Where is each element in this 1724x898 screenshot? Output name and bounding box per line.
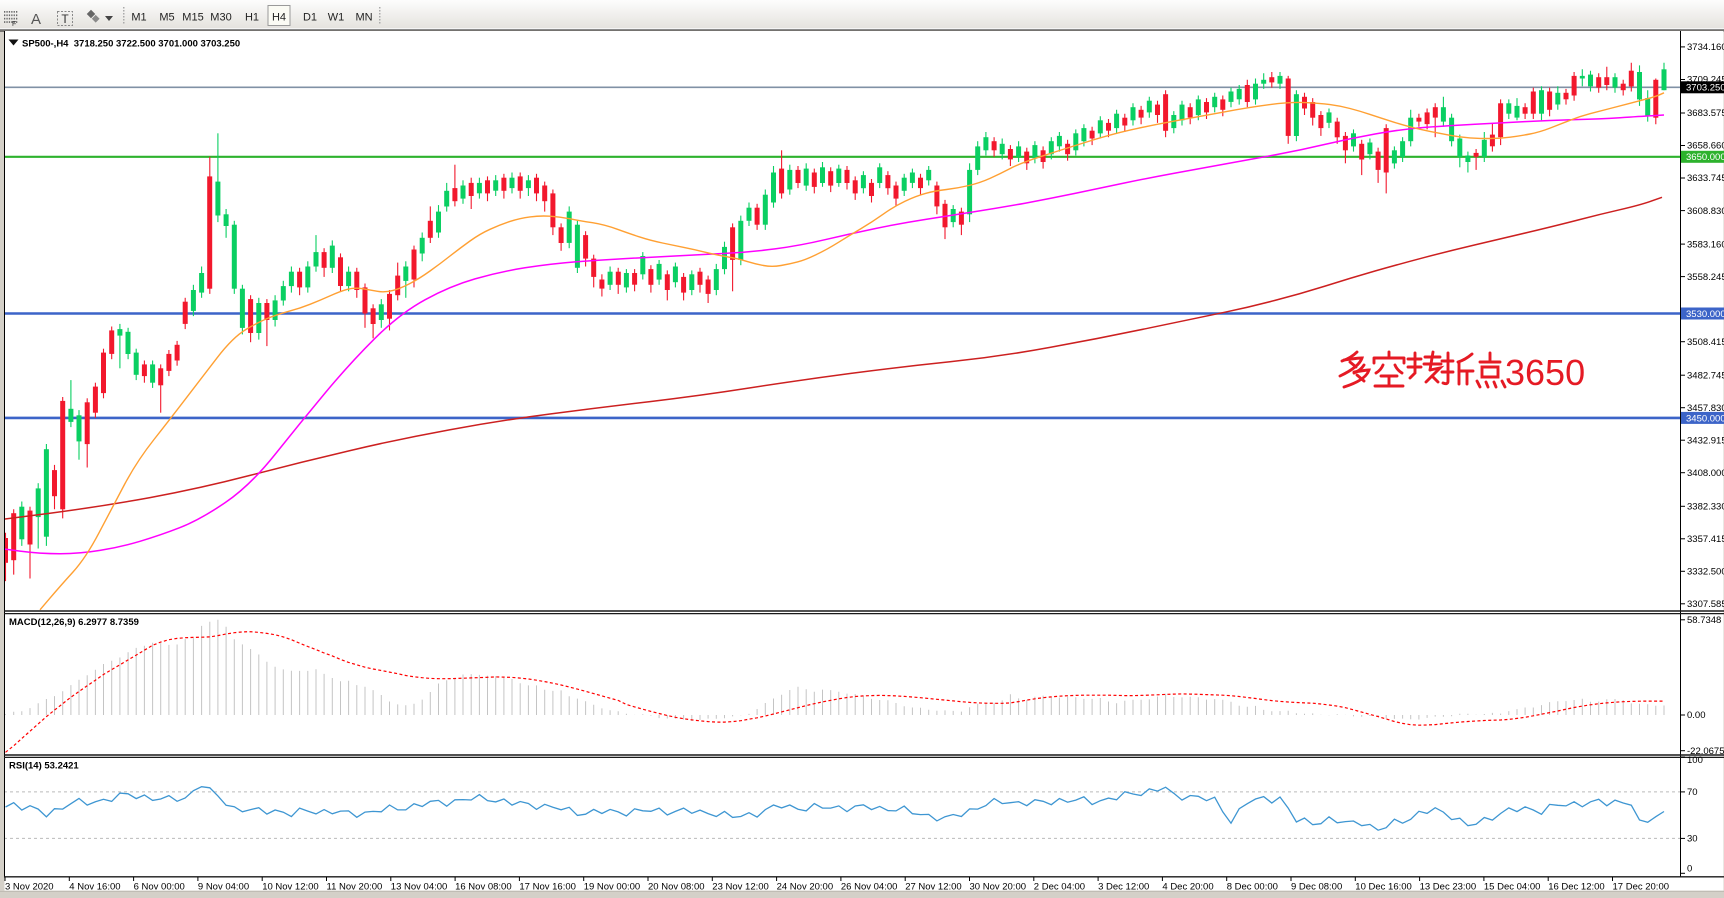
svg-text:3650.000: 3650.000 xyxy=(1686,152,1724,163)
svg-text:26 Nov 04:00: 26 Nov 04:00 xyxy=(841,882,898,893)
svg-text:RSI(14) 53.2421: RSI(14) 53.2421 xyxy=(9,761,79,772)
svg-text:15 Dec 04:00: 15 Dec 04:00 xyxy=(1484,882,1541,893)
svg-text:3 Dec 12:00: 3 Dec 12:00 xyxy=(1098,882,1149,893)
svg-text:27 Nov 12:00: 27 Nov 12:00 xyxy=(905,882,962,893)
svg-text:3709.245: 3709.245 xyxy=(1687,75,1724,86)
svg-text:3 Nov 2020: 3 Nov 2020 xyxy=(5,882,54,893)
svg-text:3307.585: 3307.585 xyxy=(1687,599,1724,610)
svg-text:8 Dec 00:00: 8 Dec 00:00 xyxy=(1227,882,1278,893)
svg-text:3508.415: 3508.415 xyxy=(1687,337,1724,348)
svg-text:17 Dec 20:00: 17 Dec 20:00 xyxy=(1613,882,1670,893)
svg-text:H1: H1 xyxy=(245,12,259,24)
svg-text:3734.160: 3734.160 xyxy=(1687,42,1724,53)
svg-text:9 Nov 04:00: 9 Nov 04:00 xyxy=(198,882,249,893)
svg-text:3608.830: 3608.830 xyxy=(1687,206,1724,217)
svg-text:0: 0 xyxy=(1687,863,1692,874)
svg-text:20 Nov 08:00: 20 Nov 08:00 xyxy=(648,882,705,893)
svg-text:3382.330: 3382.330 xyxy=(1687,502,1724,513)
svg-text:3457.830: 3457.830 xyxy=(1687,403,1724,414)
svg-text:MN: MN xyxy=(355,12,372,24)
svg-text:3703.250: 3703.250 xyxy=(1686,83,1724,94)
svg-text:A: A xyxy=(31,11,41,28)
svg-text:10 Dec 16:00: 10 Dec 16:00 xyxy=(1355,882,1412,893)
svg-text:3432.915: 3432.915 xyxy=(1687,435,1724,446)
svg-text:30: 30 xyxy=(1687,834,1698,845)
svg-text:23 Nov 12:00: 23 Nov 12:00 xyxy=(712,882,769,893)
svg-text:58.7348: 58.7348 xyxy=(1687,615,1721,626)
svg-text:24 Nov 20:00: 24 Nov 20:00 xyxy=(777,882,834,893)
svg-text:11 Nov 20:00: 11 Nov 20:00 xyxy=(327,882,383,893)
svg-text:2 Dec 04:00: 2 Dec 04:00 xyxy=(1034,882,1085,893)
svg-text:16 Nov 08:00: 16 Nov 08:00 xyxy=(455,882,512,893)
svg-text:13 Dec 23:00: 13 Dec 23:00 xyxy=(1420,882,1477,893)
svg-text:3583.160: 3583.160 xyxy=(1687,239,1724,250)
svg-text:3658.660: 3658.660 xyxy=(1687,141,1724,152)
svg-text:3482.745: 3482.745 xyxy=(1687,370,1724,381)
svg-text:3450.000: 3450.000 xyxy=(1686,413,1724,424)
svg-text:19 Nov 00:00: 19 Nov 00:00 xyxy=(584,882,641,893)
svg-text:M30: M30 xyxy=(210,12,231,24)
svg-text:H4: H4 xyxy=(272,12,286,24)
svg-text:10 Nov 12:00: 10 Nov 12:00 xyxy=(262,882,319,893)
svg-text:T: T xyxy=(61,12,69,26)
svg-text:70: 70 xyxy=(1687,787,1698,798)
svg-text:F: F xyxy=(12,21,16,28)
svg-text:M5: M5 xyxy=(159,12,174,24)
svg-text:W1: W1 xyxy=(328,12,345,24)
svg-text:3650: 3650 xyxy=(1505,352,1585,393)
svg-text:3530.000: 3530.000 xyxy=(1686,309,1724,320)
svg-text:16 Dec 12:00: 16 Dec 12:00 xyxy=(1548,882,1605,893)
svg-text:MACD(12,26,9) 6.2977 8.7359: MACD(12,26,9) 6.2977 8.7359 xyxy=(9,617,139,628)
svg-text:4 Nov 16:00: 4 Nov 16:00 xyxy=(69,882,120,893)
svg-text:0.00: 0.00 xyxy=(1687,710,1706,721)
svg-text:30 Nov 20:00: 30 Nov 20:00 xyxy=(970,882,1027,893)
svg-text:M1: M1 xyxy=(131,12,146,24)
svg-text:3633.745: 3633.745 xyxy=(1687,173,1724,184)
svg-text:SP500-,H4 3718.250 3722.500 3: SP500-,H4 3718.250 3722.500 3701.000 370… xyxy=(22,39,240,50)
svg-text:13 Nov 04:00: 13 Nov 04:00 xyxy=(391,882,448,893)
svg-text:-22.0675: -22.0675 xyxy=(1687,746,1724,757)
svg-text:6 Nov 00:00: 6 Nov 00:00 xyxy=(134,882,185,893)
svg-text:4 Dec 20:00: 4 Dec 20:00 xyxy=(1162,882,1213,893)
svg-text:D1: D1 xyxy=(303,12,317,24)
svg-text:3408.000: 3408.000 xyxy=(1687,468,1724,479)
svg-text:3357.415: 3357.415 xyxy=(1687,534,1724,545)
svg-text:17 Nov 16:00: 17 Nov 16:00 xyxy=(519,882,576,893)
svg-text:3558.245: 3558.245 xyxy=(1687,272,1724,283)
svg-text:3683.575: 3683.575 xyxy=(1687,108,1724,119)
svg-text:M15: M15 xyxy=(182,12,203,24)
svg-text:100: 100 xyxy=(1687,755,1703,766)
svg-text:9 Dec 08:00: 9 Dec 08:00 xyxy=(1291,882,1342,893)
svg-text:3332.500: 3332.500 xyxy=(1687,567,1724,578)
